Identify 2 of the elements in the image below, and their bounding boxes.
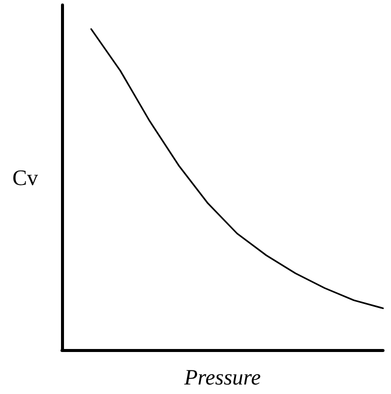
x-axis-title: Pressure xyxy=(183,364,262,390)
y-axis-title: Cv xyxy=(12,165,38,190)
